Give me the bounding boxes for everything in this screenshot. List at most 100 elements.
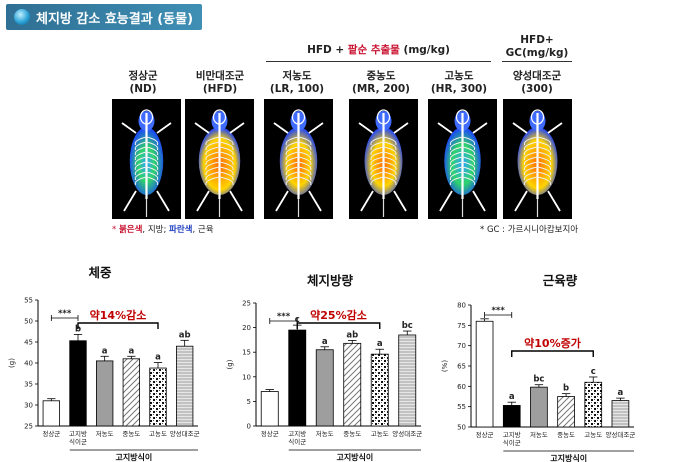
hfd-prefix: HFD + xyxy=(307,44,348,56)
y-tick-label: 50 xyxy=(457,424,466,432)
bar-0 xyxy=(260,391,279,427)
bar-1 xyxy=(288,329,307,427)
y-tick-label: 25 xyxy=(242,300,251,308)
category-label: 고지방 xyxy=(288,429,306,438)
bar-4 xyxy=(584,381,603,428)
hfd-extract-header: HFD + 팥순 추출물 (mg/kg) xyxy=(266,44,491,57)
bullet-orb-icon xyxy=(14,9,30,25)
y-tick-label: 25 xyxy=(24,423,33,431)
y-tick-label: 30 xyxy=(24,402,33,410)
sig-letter: ab xyxy=(179,330,191,340)
section-title-banner: 체지방 감소 효능결과 (동물) xyxy=(6,4,202,30)
blue-label: 파란색 xyxy=(169,225,193,235)
y-axis-label: (g) xyxy=(8,358,16,368)
sig-letter: bc xyxy=(533,375,544,385)
y-tick-label: 55 xyxy=(457,403,466,411)
bar-2 xyxy=(96,360,114,427)
category-label: 식이군 xyxy=(69,437,87,446)
y-tick-label: 15 xyxy=(242,349,251,357)
bar-3 xyxy=(343,342,362,427)
category-label: 중농도 xyxy=(343,430,361,438)
sig-letter: c xyxy=(591,367,596,377)
category-label: 고농도 xyxy=(584,431,602,439)
mouse-image-nd xyxy=(112,99,181,219)
bar-1 xyxy=(502,405,521,428)
y-tick-label: 75 xyxy=(457,322,466,330)
category-label: 저농도 xyxy=(316,429,334,438)
category-label: 고농도 xyxy=(149,430,167,438)
y-tick-label: 20 xyxy=(242,324,251,332)
sig-letter: a xyxy=(618,388,624,398)
category-label: 정상군 xyxy=(476,430,494,439)
sig-letter: a xyxy=(155,353,161,363)
group-name: 중농도 xyxy=(366,70,396,82)
y-tick-label: 35 xyxy=(24,381,33,389)
group-label: 고지방식이 xyxy=(115,452,152,462)
y-tick-label: 45 xyxy=(24,339,33,347)
sig-stars: *** xyxy=(277,312,291,322)
sig-letter: b xyxy=(75,324,81,334)
category-label: 식이군 xyxy=(288,437,306,446)
bar-0 xyxy=(475,320,494,428)
section-title: 체지방 감소 효능결과 (동물) xyxy=(36,11,194,27)
mouse-image-lr xyxy=(264,99,333,219)
mouse-image-hfd xyxy=(185,99,254,219)
y-axis-label: (%) xyxy=(441,360,449,372)
group-name: 양성대조군 xyxy=(512,70,562,82)
y-tick-label: 60 xyxy=(457,383,466,391)
gc-header-line1: HFD+ xyxy=(520,34,554,46)
group-code: (LR, 100) xyxy=(269,83,325,95)
sig-stars: *** xyxy=(491,306,505,316)
bar-1 xyxy=(69,340,87,427)
chart-title-muscle: 근육량 xyxy=(542,273,578,288)
gc-header-rule xyxy=(502,61,572,62)
annotation-bracket xyxy=(511,350,594,357)
group-label-gc: 양성대조군 (300) xyxy=(500,70,574,96)
group-code: (MR, 200) xyxy=(352,83,410,95)
group-label: 고지방식이 xyxy=(550,453,587,462)
annotation-bracket xyxy=(296,322,381,329)
extract-name: 팥순 추출물 xyxy=(347,44,400,56)
category-label: 중농도 xyxy=(557,431,575,439)
group-label-mr: 중농도 (MR, 200) xyxy=(346,70,416,96)
y-tick-label: 65 xyxy=(457,363,466,371)
category-label: 정상군 xyxy=(42,429,60,438)
group-label-nd: 정상군 (ND) xyxy=(108,70,178,96)
sig-letter: b xyxy=(563,384,569,394)
category-label: 양성대조군 xyxy=(170,429,200,438)
bar-3 xyxy=(122,358,140,427)
bar-4 xyxy=(370,353,389,427)
hfd-unit: (mg/kg) xyxy=(399,44,450,56)
bar-5 xyxy=(611,400,630,428)
sig-letter: bc xyxy=(402,321,413,331)
category-label: 식이군 xyxy=(503,438,521,447)
category-label: 저농도 xyxy=(96,429,114,438)
gc-header: HFD+ GC(mg/kg) xyxy=(500,34,574,60)
gc-header-line2: GC(mg/kg) xyxy=(505,47,569,59)
bar-3 xyxy=(557,396,575,428)
y-tick-label: 50 xyxy=(24,318,33,326)
mouse-image-hr xyxy=(428,99,497,219)
group-label-hfd: 비만대조군 (HFD) xyxy=(180,70,260,96)
bar-5 xyxy=(398,334,417,427)
category-label: 정상군 xyxy=(261,429,279,438)
group-code: (ND) xyxy=(129,83,157,95)
bar-4 xyxy=(149,367,167,427)
group-label-lr: 저농도 (LR, 100) xyxy=(262,70,332,96)
mouse-image-mr xyxy=(349,99,418,219)
sig-letter: a xyxy=(509,392,515,402)
group-code: (300) xyxy=(521,83,553,95)
chart-title-body-fat: 체지방량 xyxy=(306,273,353,288)
annotation-text: 약10%증가 xyxy=(524,336,581,350)
group-name: 비만대조군 xyxy=(195,70,245,82)
hfd-header-rule xyxy=(266,61,491,62)
category-label: 양성대조군 xyxy=(605,430,635,439)
chart-title-body-weight: 체중 xyxy=(88,265,112,280)
group-code: (HR, 300) xyxy=(430,83,488,95)
category-label: 고지방 xyxy=(69,429,87,438)
y-tick-label: 80 xyxy=(457,302,466,310)
group-label: 고지방식이 xyxy=(336,452,373,462)
sig-letter: a xyxy=(377,339,383,349)
